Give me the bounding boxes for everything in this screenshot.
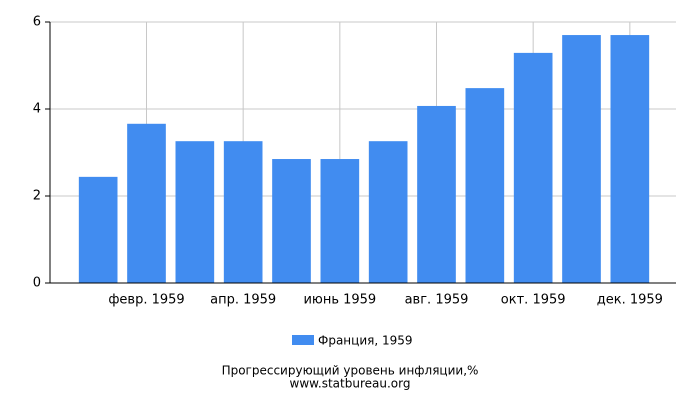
x-tick-label: дек. 1959 bbox=[597, 293, 663, 308]
y-tick-label: 0 bbox=[33, 276, 41, 291]
x-tick-label: июнь 1959 bbox=[303, 293, 376, 308]
bar bbox=[368, 141, 408, 283]
bar bbox=[610, 35, 650, 283]
legend-label: Франция, 1959 bbox=[318, 334, 413, 348]
bar bbox=[513, 52, 553, 284]
bar bbox=[78, 176, 118, 283]
x-tick-label: авг. 1959 bbox=[405, 293, 469, 308]
bar bbox=[272, 159, 311, 283]
chart-caption: Прогрессирующий уровень инфляции,% bbox=[222, 364, 479, 378]
legend-swatch bbox=[292, 335, 314, 345]
y-tick-label: 4 bbox=[33, 102, 41, 117]
x-tick-label: апр. 1959 bbox=[210, 293, 276, 308]
chart-source: www.statbureau.org bbox=[290, 377, 411, 391]
bar bbox=[127, 123, 166, 283]
bar bbox=[417, 105, 456, 283]
bar bbox=[465, 88, 505, 284]
bar bbox=[320, 159, 360, 283]
bar bbox=[562, 35, 601, 283]
y-tick-label: 6 bbox=[33, 15, 41, 30]
bar bbox=[175, 141, 215, 283]
x-tick-label: февр. 1959 bbox=[108, 293, 184, 308]
bar bbox=[223, 141, 263, 283]
y-tick-label: 2 bbox=[33, 189, 41, 204]
x-tick-label: окт. 1959 bbox=[501, 293, 566, 308]
